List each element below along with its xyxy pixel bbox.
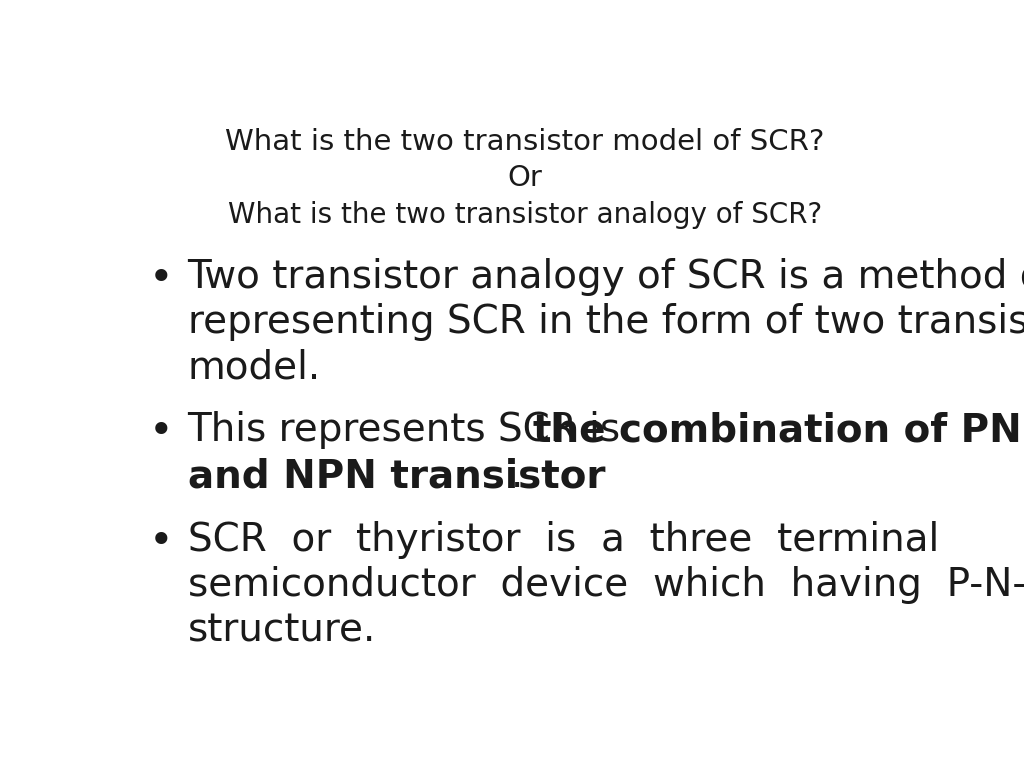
Text: This represents SCR is: This represents SCR is	[187, 412, 633, 449]
Text: Two transistor analogy of SCR is a method of: Two transistor analogy of SCR is a metho…	[187, 258, 1024, 296]
Text: SCR  or  thyristor  is  a  three  terminal: SCR or thyristor is a three terminal	[187, 521, 939, 559]
Text: model.: model.	[187, 349, 321, 387]
Text: structure.: structure.	[187, 612, 376, 650]
Text: Or: Or	[507, 164, 543, 192]
Text: What is the two transistor analogy of SCR?: What is the two transistor analogy of SC…	[227, 200, 822, 229]
Text: .: .	[511, 457, 523, 495]
Text: and NPN transistor: and NPN transistor	[187, 457, 605, 495]
Text: •: •	[150, 521, 174, 563]
Text: the combination of PNP: the combination of PNP	[532, 412, 1024, 449]
Text: representing SCR in the form of two transistor: representing SCR in the form of two tran…	[187, 303, 1024, 341]
Text: What is the two transistor model of SCR?: What is the two transistor model of SCR?	[225, 128, 824, 157]
Text: semiconductor  device  which  having  P-N-P-N: semiconductor device which having P-N-P-…	[187, 567, 1024, 604]
Text: •: •	[150, 258, 174, 300]
Text: •: •	[150, 412, 174, 453]
